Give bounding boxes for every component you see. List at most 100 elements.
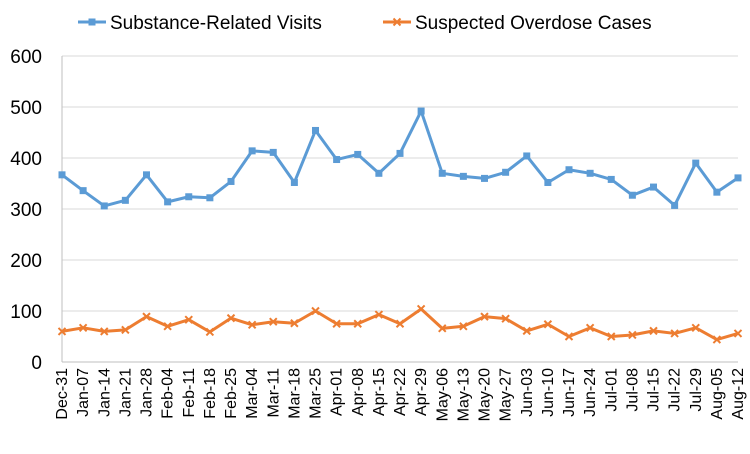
x-tick-label: Jul-01	[603, 368, 620, 412]
legend-item-suspected-overdose-cases: Suspected Overdose Cases	[383, 13, 652, 34]
x-tick-label: Apr-01	[329, 368, 346, 416]
y-tick-label: 300	[10, 200, 42, 221]
legend-label-substance-related-visits: Substance-Related Visits	[110, 13, 322, 34]
data-point	[205, 327, 215, 337]
data-point	[733, 329, 743, 338]
data-point	[586, 169, 594, 177]
series-suspected-overdose-cases	[57, 304, 743, 344]
data-point	[163, 322, 172, 331]
x-tick-label: Jan-14	[96, 368, 113, 417]
data-point	[416, 304, 426, 314]
x-tick-label: Mar-11	[265, 368, 282, 418]
data-point	[523, 152, 531, 160]
data-point	[247, 320, 257, 329]
x-tick-label: Jan-28	[139, 368, 156, 417]
data-point	[333, 156, 341, 164]
x-tick-label: Jan-07	[75, 368, 92, 417]
y-axis-tick-labels: 0 100 200 300 400 500 600	[10, 47, 42, 374]
x-tick-label: Apr-15	[371, 368, 388, 416]
legend-item-substance-related-visits: Substance-Related Visits	[78, 13, 322, 34]
data-point	[185, 193, 193, 201]
gridlines	[62, 55, 738, 312]
data-point	[692, 159, 700, 167]
data-point	[58, 171, 66, 179]
x-tick-label: Jul-29	[688, 368, 705, 412]
x-tick-label: Dec-31	[54, 368, 71, 420]
axes	[61, 56, 738, 363]
data-point	[607, 332, 616, 341]
data-point	[226, 313, 236, 323]
data-point	[564, 332, 574, 341]
data-point	[438, 169, 446, 177]
data-point	[142, 312, 151, 321]
x-tick-label: Apr-29	[413, 368, 430, 416]
data-point	[353, 319, 362, 328]
data-point	[544, 178, 552, 186]
data-point	[712, 335, 722, 344]
data-point	[417, 107, 425, 115]
data-point	[395, 319, 405, 328]
x-tick-label: Aug-05	[709, 368, 726, 420]
legend: Substance-Related Visits Suspected Overd…	[78, 13, 652, 34]
data-point	[649, 326, 658, 336]
x-tick-label: Jul-15	[646, 368, 663, 412]
y-tick-label: 500	[10, 98, 42, 119]
x-tick-label: Jun-17	[561, 368, 578, 417]
data-point	[100, 327, 109, 336]
x-tick-label: Feb-25	[223, 368, 240, 419]
data-point	[100, 202, 108, 210]
data-point	[184, 315, 193, 324]
data-point	[628, 191, 636, 199]
data-point	[607, 175, 615, 183]
legend-marker-suspected-overdose-cases	[392, 17, 402, 27]
data-point	[713, 188, 721, 196]
data-point	[143, 171, 150, 179]
x-tick-label: Jun-03	[519, 368, 536, 417]
data-point	[522, 326, 531, 336]
x-tick-label: Mar-04	[244, 368, 261, 419]
data-point	[269, 148, 277, 156]
data-point	[269, 317, 278, 326]
series-line-substance-related-visits	[61, 109, 739, 208]
x-tick-label: Apr-22	[392, 368, 409, 416]
data-point	[543, 320, 553, 329]
data-point	[78, 323, 88, 333]
data-point	[121, 325, 130, 335]
y-tick-label: 0	[31, 353, 42, 374]
data-point	[312, 126, 319, 134]
data-point	[734, 174, 742, 182]
legend-marker-substance-related-visits	[88, 18, 96, 26]
data-point	[459, 322, 468, 331]
data-point	[121, 196, 129, 204]
x-tick-label: Jul-22	[667, 368, 684, 412]
x-tick-label: May-06	[434, 368, 451, 421]
data-point	[332, 319, 341, 328]
data-point	[459, 172, 467, 180]
data-point	[501, 314, 510, 323]
data-point	[628, 330, 637, 340]
x-tick-label: Feb-04	[160, 368, 177, 419]
data-point	[227, 177, 235, 185]
data-point	[374, 310, 384, 319]
y-tick-label: 600	[10, 47, 42, 68]
data-point	[565, 166, 573, 174]
data-point	[248, 147, 256, 155]
data-point	[290, 178, 298, 186]
x-tick-label: Jul-08	[624, 368, 641, 412]
x-tick-label: Mar-25	[308, 368, 325, 419]
x-tick-label: Feb-18	[202, 368, 219, 419]
y-tick-label: 400	[10, 149, 42, 170]
data-point	[164, 198, 172, 206]
data-point	[206, 194, 214, 202]
x-tick-label: Jan-21	[117, 368, 134, 417]
y-tick-label: 100	[10, 302, 42, 323]
x-tick-label: Jun-10	[540, 368, 557, 417]
x-tick-label: Aug-12	[730, 368, 747, 420]
data-point	[481, 174, 488, 182]
data-point	[290, 319, 299, 328]
data-point	[650, 183, 657, 191]
y-tick-label: 200	[10, 251, 42, 272]
x-tick-label: May-13	[455, 368, 472, 421]
data-point	[354, 150, 362, 158]
